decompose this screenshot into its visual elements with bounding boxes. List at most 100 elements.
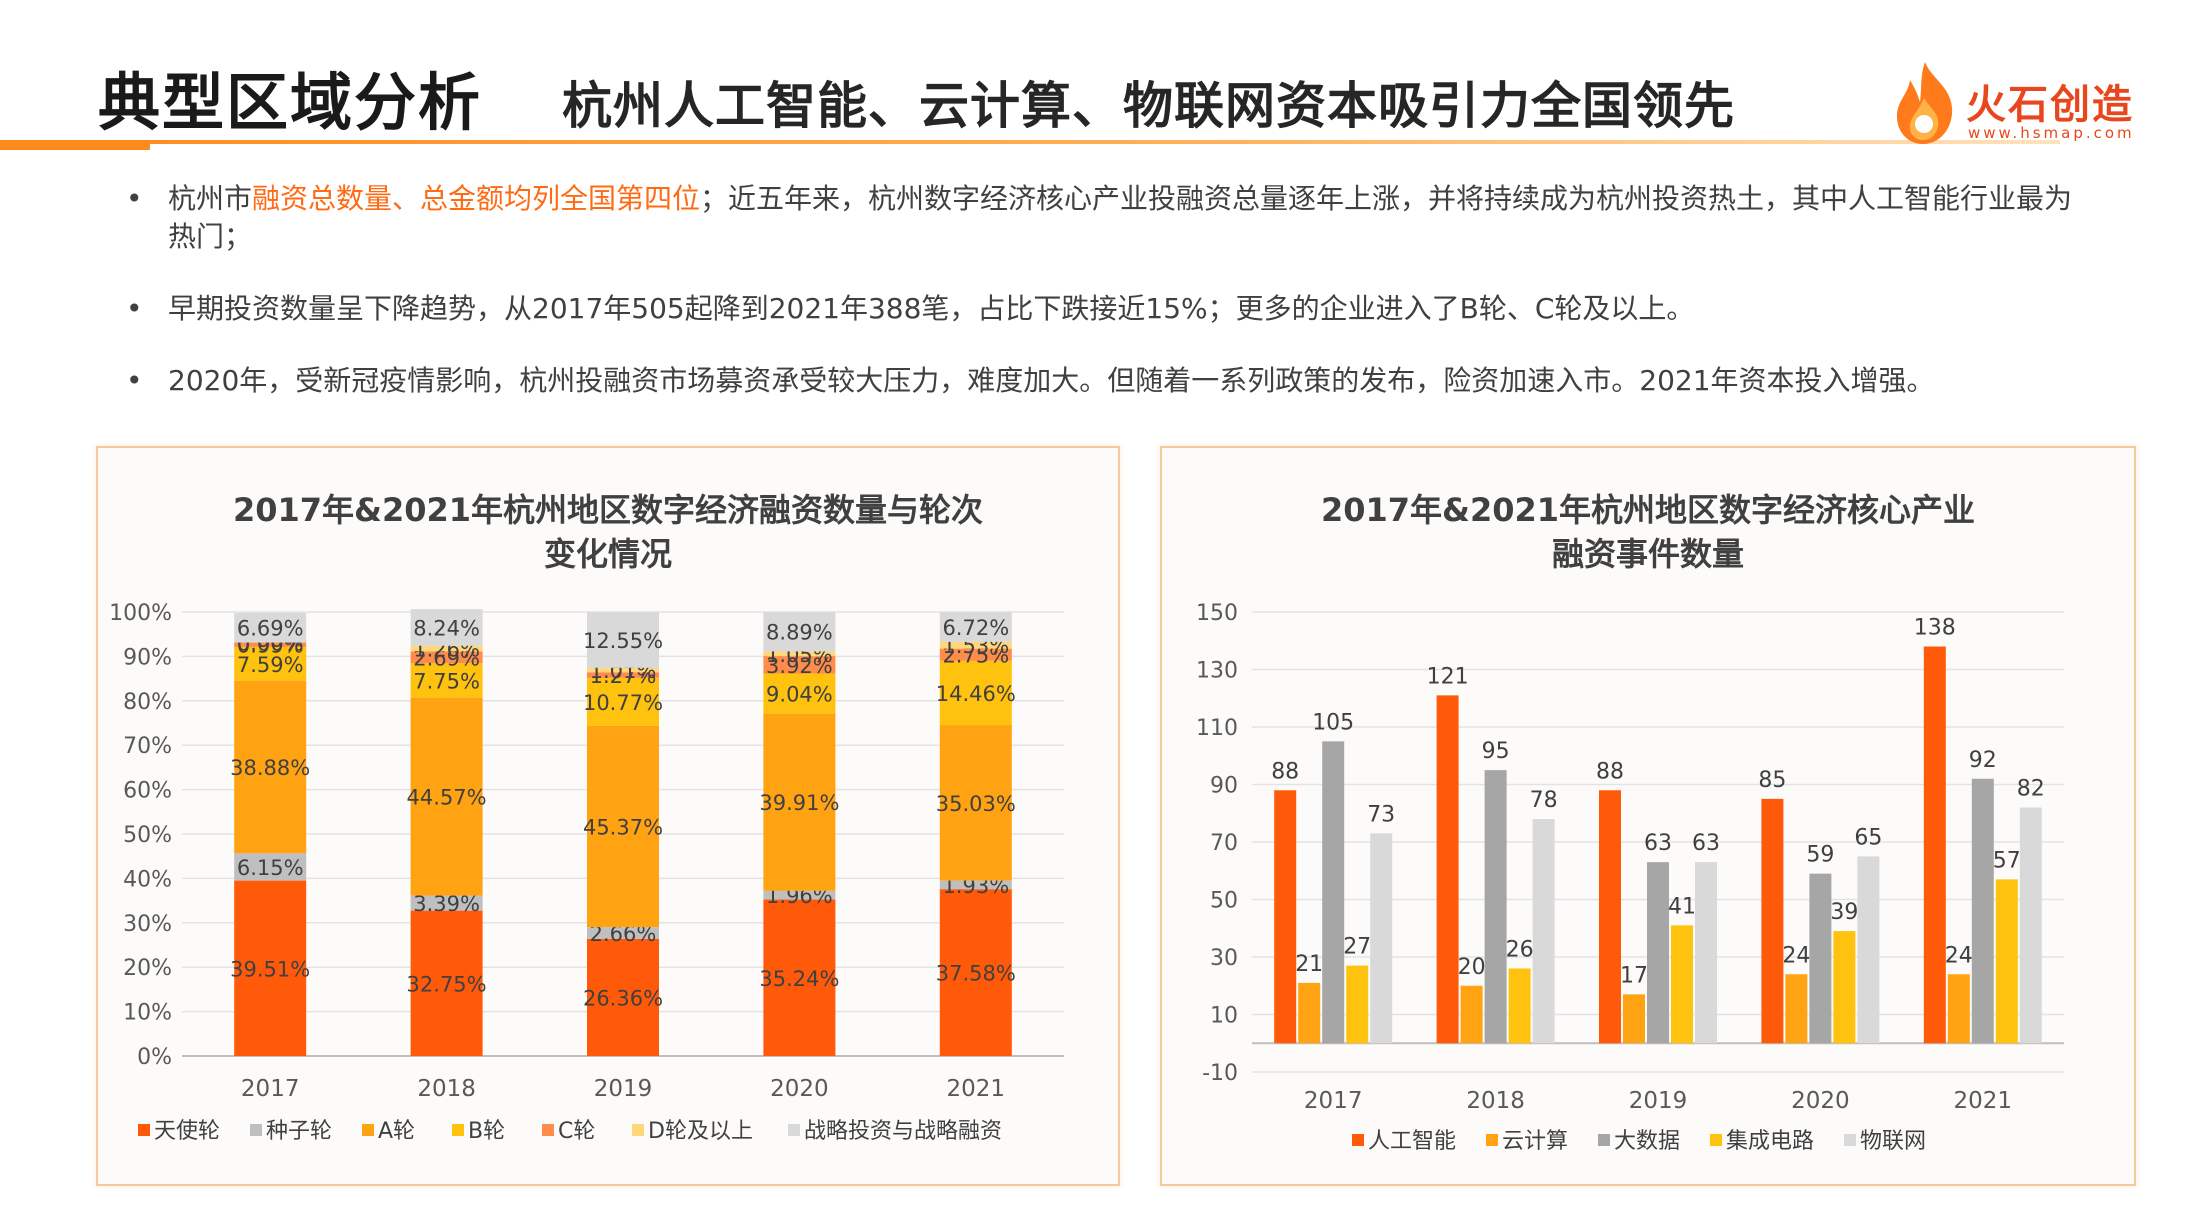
y-tick-label: 10%	[123, 1001, 172, 1026]
data-label: 39.91%	[759, 791, 839, 815]
data-label: 32.75%	[407, 972, 487, 996]
stacked-bar-segment	[939, 725, 1012, 881]
stacked-bar-segment	[587, 672, 659, 678]
data-label: 63	[1692, 831, 1720, 856]
bullet-item: • 杭州市融资总数量、总金额均列全国第四位；近五年来，杭州数字经济核心产业投融资…	[120, 180, 2080, 256]
bar	[1346, 965, 1369, 1044]
stacked-bar-segment	[939, 889, 1012, 1056]
data-label: 59	[1806, 843, 1834, 868]
data-label: 88	[1271, 759, 1299, 784]
legend-label: 集成电路	[1726, 1129, 1814, 1154]
stacked-bar-segment	[763, 651, 836, 657]
legend-label: 战略投资与战略融资	[804, 1119, 1002, 1144]
bullet-highlight: 融资总数量、总金额均列全国第四位	[252, 182, 701, 215]
data-label: 9.04%	[766, 683, 833, 707]
bar	[1995, 879, 2018, 1044]
x-tick-label: 2018	[1466, 1088, 1525, 1114]
data-label: 17	[1620, 963, 1648, 988]
bar	[1923, 646, 1946, 1044]
data-label: 20	[1458, 955, 1486, 980]
stacked-bar-segment	[587, 938, 659, 1056]
legend-label: 种子轮	[266, 1119, 332, 1144]
legend-swatch	[452, 1124, 464, 1136]
data-label: 38.88%	[230, 756, 310, 780]
y-tick-label: 50%	[123, 823, 172, 848]
bar	[1761, 798, 1784, 1044]
data-label: 6.69%	[237, 617, 304, 641]
bullet-text: 早期投资数量呈下降趋势，从2017年505起降到2021年388笔，占比下跌接近…	[168, 292, 1695, 325]
stacked-bar-segment	[410, 645, 483, 652]
stacked-bar-segment	[410, 663, 483, 698]
data-label: 7.75%	[413, 669, 480, 693]
x-tick-label: 2018	[417, 1076, 476, 1102]
data-label: 24	[1782, 943, 1810, 968]
legend-swatch	[1352, 1134, 1364, 1146]
stacked-bar-segment	[587, 612, 659, 668]
data-label: 8.24%	[413, 616, 480, 640]
bar	[1298, 982, 1321, 1044]
bullet-dot: •	[126, 182, 143, 215]
bar	[1484, 770, 1507, 1044]
stacked-bar-segment	[234, 680, 307, 854]
data-label: 8.89%	[766, 621, 833, 645]
y-tick-label: 100%	[109, 601, 172, 626]
data-label: 6.15%	[237, 856, 304, 880]
bullet-text: 杭州市	[168, 182, 253, 215]
data-label: 41	[1668, 894, 1696, 919]
data-label: 78	[1530, 788, 1558, 813]
data-label: 3.39%	[413, 892, 480, 916]
data-label: 39.51%	[230, 957, 310, 981]
bullet-item: • 2020年，受新冠疫情影响，杭州投融资市场募资承受较大压力，难度加大。但随着…	[120, 362, 2080, 400]
data-label: 10.77%	[583, 691, 663, 715]
data-label: 37.58%	[936, 962, 1016, 986]
stacked-bar-segment	[234, 646, 307, 681]
legend-swatch	[632, 1124, 644, 1136]
stacked-bar-segment	[410, 697, 483, 896]
data-label: 35.03%	[936, 792, 1016, 816]
bar	[1274, 790, 1297, 1044]
bullet-text: 2020年，受新冠疫情影响，杭州投融资市场募资承受较大压力，难度加大。但随着一系…	[168, 364, 1935, 397]
y-tick-label: 70	[1210, 831, 1238, 856]
legend-label: 大数据	[1614, 1129, 1680, 1154]
stacked-bar-segment	[939, 880, 1012, 890]
legend-swatch	[542, 1124, 554, 1136]
bar	[1508, 968, 1531, 1044]
stacked-bar-segment	[939, 648, 1012, 661]
data-label: 88	[1596, 759, 1624, 784]
data-label: 7.59%	[237, 653, 304, 677]
x-tick-label: 2020	[1791, 1088, 1850, 1114]
data-label: 45.37%	[583, 815, 663, 839]
data-label: 121	[1427, 664, 1469, 689]
legend-swatch	[1598, 1134, 1610, 1146]
chart-title: 2017年&2021年杭州地区数字经济融资数量与轮次 变化情况	[98, 488, 1118, 576]
data-label: 35.24%	[759, 967, 839, 991]
stacked-bar-segment	[939, 641, 1012, 649]
bar	[1460, 985, 1483, 1044]
legend-label: 天使轮	[154, 1119, 220, 1144]
y-tick-label: 90%	[123, 645, 172, 670]
data-label: 39	[1830, 900, 1858, 925]
legend-swatch	[1486, 1134, 1498, 1146]
bar	[1857, 856, 1880, 1044]
data-label: 14.46%	[936, 682, 1016, 706]
data-label: 57	[1993, 848, 2021, 873]
data-label: 82	[2017, 777, 2045, 802]
data-label: 44.57%	[407, 786, 487, 810]
stacked-chart-panel: 2017年&2021年杭州地区数字经济融资数量与轮次 变化情况 0% 10% 20%…	[96, 446, 1120, 1186]
page-title: 典型区域分析	[98, 66, 483, 139]
x-tick-label: 2017	[1304, 1088, 1363, 1114]
brand-logo: 火石创造 www.hsmap.com	[1890, 58, 2170, 148]
bar	[1647, 862, 1669, 1044]
stacked-bar-segment	[587, 927, 659, 939]
legend-label: 云计算	[1502, 1129, 1568, 1154]
x-tick-label: 2021	[947, 1076, 1006, 1102]
y-tick-label: 90	[1210, 774, 1238, 799]
legend-label: C轮	[558, 1119, 595, 1144]
x-tick-label: 2021	[1954, 1088, 2013, 1114]
bar	[1436, 695, 1459, 1044]
stacked-bar-segment	[587, 677, 659, 726]
legend-swatch	[250, 1124, 262, 1136]
x-tick-label: 2020	[770, 1076, 829, 1102]
data-label: 95	[1482, 739, 1510, 764]
data-label: 73	[1367, 802, 1395, 827]
